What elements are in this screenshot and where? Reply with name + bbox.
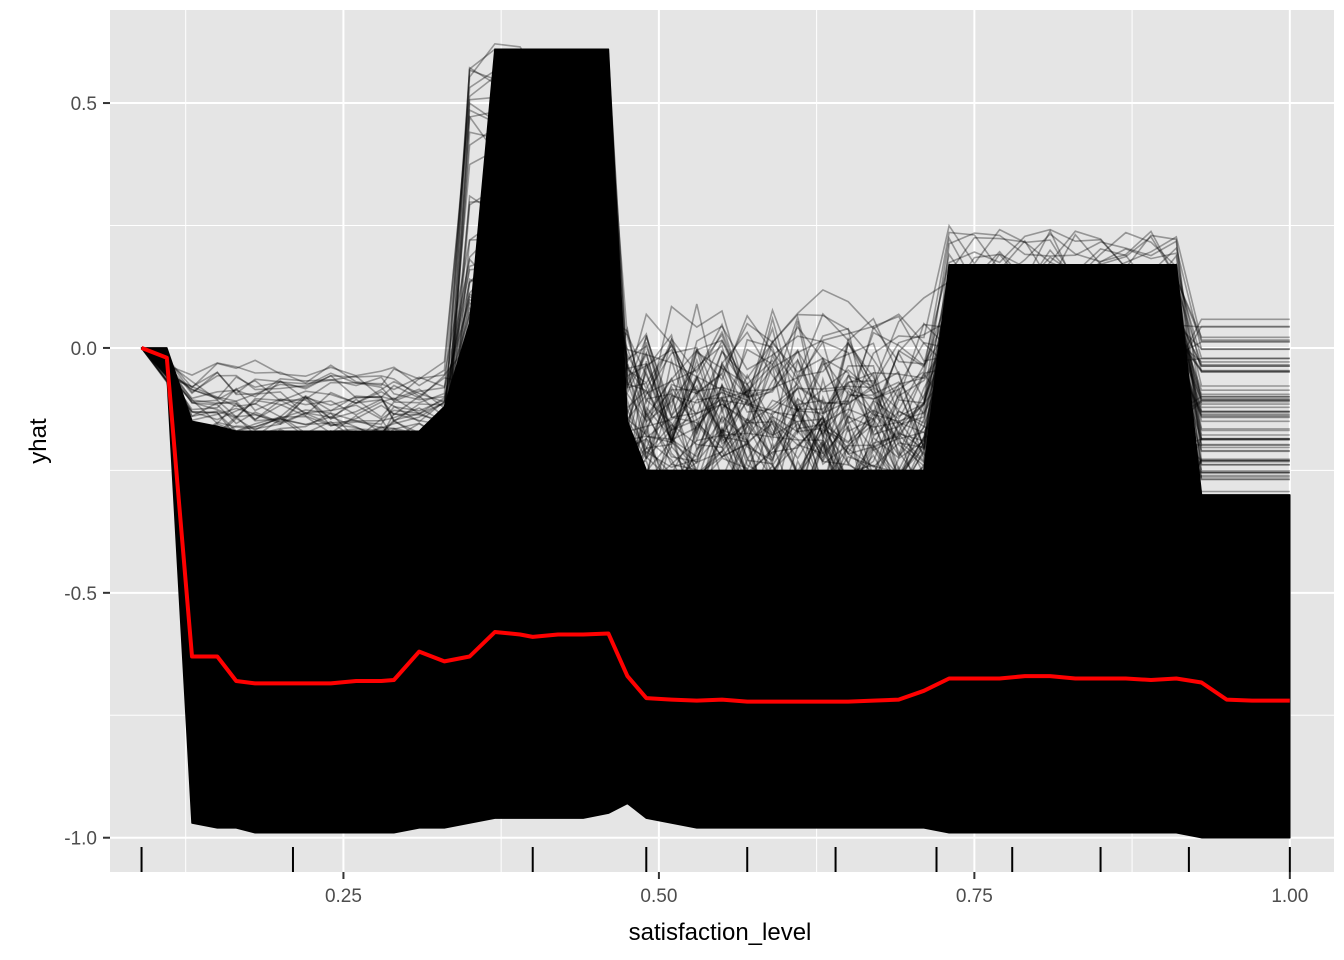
x-tick-label: 0.25 xyxy=(325,886,362,907)
ice-line xyxy=(141,286,1290,499)
ice-line xyxy=(140,243,1290,437)
ice-line xyxy=(140,318,1290,490)
y-tick-label: 0.5 xyxy=(71,94,97,115)
ice-line xyxy=(140,230,1290,416)
ice-line xyxy=(140,296,1290,503)
ice-band xyxy=(140,48,1291,839)
ice-line xyxy=(141,74,1290,405)
ice-line xyxy=(140,314,1290,421)
ice-line xyxy=(141,128,1290,462)
ice-line xyxy=(141,309,1290,480)
x-axis-title: satisfaction_level xyxy=(629,919,812,946)
ice-line xyxy=(140,347,1290,522)
ice-line xyxy=(140,83,1290,459)
ice-line xyxy=(140,307,1290,435)
ice-line xyxy=(140,114,1290,533)
ice-line xyxy=(140,131,1290,512)
ice-line xyxy=(141,347,1290,529)
ice-line xyxy=(141,277,1290,460)
ice-line xyxy=(141,322,1290,497)
ice-line xyxy=(141,347,1290,542)
ice-line xyxy=(141,92,1290,496)
ice-line xyxy=(141,223,1290,422)
ice-line xyxy=(140,230,1290,494)
ice-line xyxy=(140,299,1290,508)
ice-line xyxy=(141,248,1290,525)
ice-line xyxy=(140,286,1290,531)
ice-line xyxy=(141,277,1290,464)
ice-line xyxy=(140,295,1290,493)
ice-line xyxy=(141,48,1290,502)
average-line-group xyxy=(140,346,1290,704)
ice-line xyxy=(141,124,1290,504)
ice-line xyxy=(141,271,1290,525)
ice-line xyxy=(141,291,1290,445)
ice-line xyxy=(140,279,1290,488)
ice-lines xyxy=(140,48,1291,839)
y-tick-label: -0.5 xyxy=(64,584,97,605)
ice-line xyxy=(141,91,1290,395)
x-tick-label: 0.75 xyxy=(956,886,993,907)
ice-line xyxy=(140,253,1290,466)
x-tick-label: 1.00 xyxy=(1271,886,1308,907)
ice-line xyxy=(140,84,1290,534)
ice-line xyxy=(140,347,1290,547)
x-tick-label: 0.50 xyxy=(640,886,677,907)
ice-line xyxy=(140,230,1290,439)
ice-line xyxy=(140,247,1290,439)
ice-line xyxy=(140,255,1290,415)
ice-line xyxy=(140,347,1290,492)
rug-marks xyxy=(140,847,1291,872)
ice-line xyxy=(140,347,1290,531)
ice-line xyxy=(141,347,1290,490)
ice-line xyxy=(141,257,1290,415)
ice-line xyxy=(141,252,1290,415)
ice-line xyxy=(141,274,1290,512)
ice-line xyxy=(141,295,1290,467)
y-tick-label: 0.0 xyxy=(71,339,97,360)
ice-line xyxy=(141,288,1290,459)
ice-line xyxy=(141,192,1290,506)
ice-line xyxy=(140,176,1290,478)
ice-line xyxy=(141,292,1290,449)
ice-line xyxy=(141,310,1290,509)
ice-line xyxy=(140,258,1290,486)
ice-line xyxy=(140,310,1290,474)
ice-line xyxy=(141,187,1290,541)
y-tick-label: -1.0 xyxy=(64,829,97,850)
average-line xyxy=(140,346,1290,704)
ice-line xyxy=(140,229,1290,481)
ice-line xyxy=(141,276,1290,460)
ice-line xyxy=(141,60,1290,443)
ice-line xyxy=(140,231,1290,537)
ice-line xyxy=(140,300,1290,449)
ice-line xyxy=(140,231,1290,441)
ice-line xyxy=(141,42,1290,448)
x-axis-ticks: 0.25 0.50 0.75 1.00 xyxy=(325,872,1308,907)
ice-line xyxy=(141,301,1290,438)
y-axis-ticks: 0.5 0.0 -0.5 -1.0 xyxy=(64,94,110,850)
ice-line xyxy=(141,347,1290,545)
ice-line xyxy=(141,291,1290,484)
ice-line xyxy=(141,221,1290,533)
y-axis-title: yhat xyxy=(25,418,52,464)
ice-line xyxy=(140,347,1290,518)
ice-line xyxy=(141,66,1290,455)
ice-line xyxy=(141,66,1290,541)
ice-line xyxy=(140,220,1290,422)
ice-sample-lines xyxy=(140,42,1290,547)
ice-line xyxy=(140,320,1290,502)
ice-line xyxy=(140,347,1290,480)
